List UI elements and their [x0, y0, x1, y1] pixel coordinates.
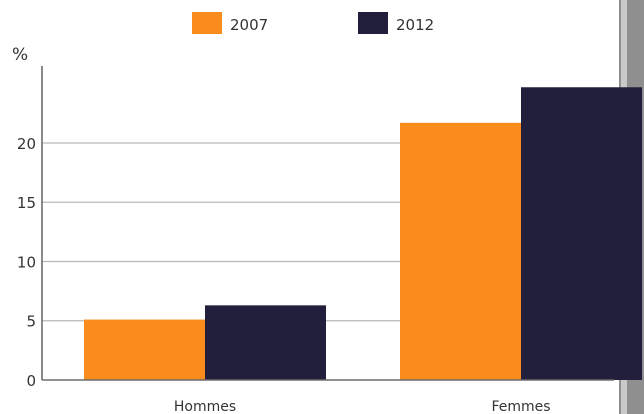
category-label: Hommes — [174, 399, 236, 414]
y-tick-label: 10 — [17, 253, 36, 271]
bar-femmes-2012 — [521, 87, 642, 380]
bar-hommes-2012 — [205, 305, 326, 380]
legend: 2007 2012 — [192, 12, 434, 34]
legend-swatch-2007 — [192, 12, 222, 34]
axes — [41, 66, 614, 381]
y-tick-label: 0 — [26, 372, 36, 390]
legend-label-2007: 2007 — [230, 16, 268, 34]
bars — [84, 87, 642, 380]
y-axis-label: % — [12, 45, 28, 65]
gridlines — [42, 142, 403, 322]
category-label: Femmes — [491, 399, 550, 414]
y-tick-label: 5 — [26, 313, 36, 331]
legend-label-2012: 2012 — [396, 16, 434, 34]
y-tick-labels: 0 5 10 15 20 — [17, 135, 36, 390]
legend-swatch-2012 — [358, 12, 388, 34]
y-tick-label: 20 — [17, 135, 36, 153]
category-labels: Hommes Femmes — [174, 399, 551, 414]
bar-hommes-2007 — [84, 319, 205, 380]
y-tick-label: 15 — [17, 194, 36, 212]
bar-femmes-2007 — [400, 122, 521, 380]
